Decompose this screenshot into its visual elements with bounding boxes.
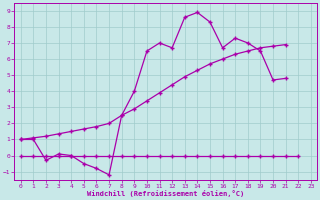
X-axis label: Windchill (Refroidissement éolien,°C): Windchill (Refroidissement éolien,°C) <box>87 190 244 197</box>
